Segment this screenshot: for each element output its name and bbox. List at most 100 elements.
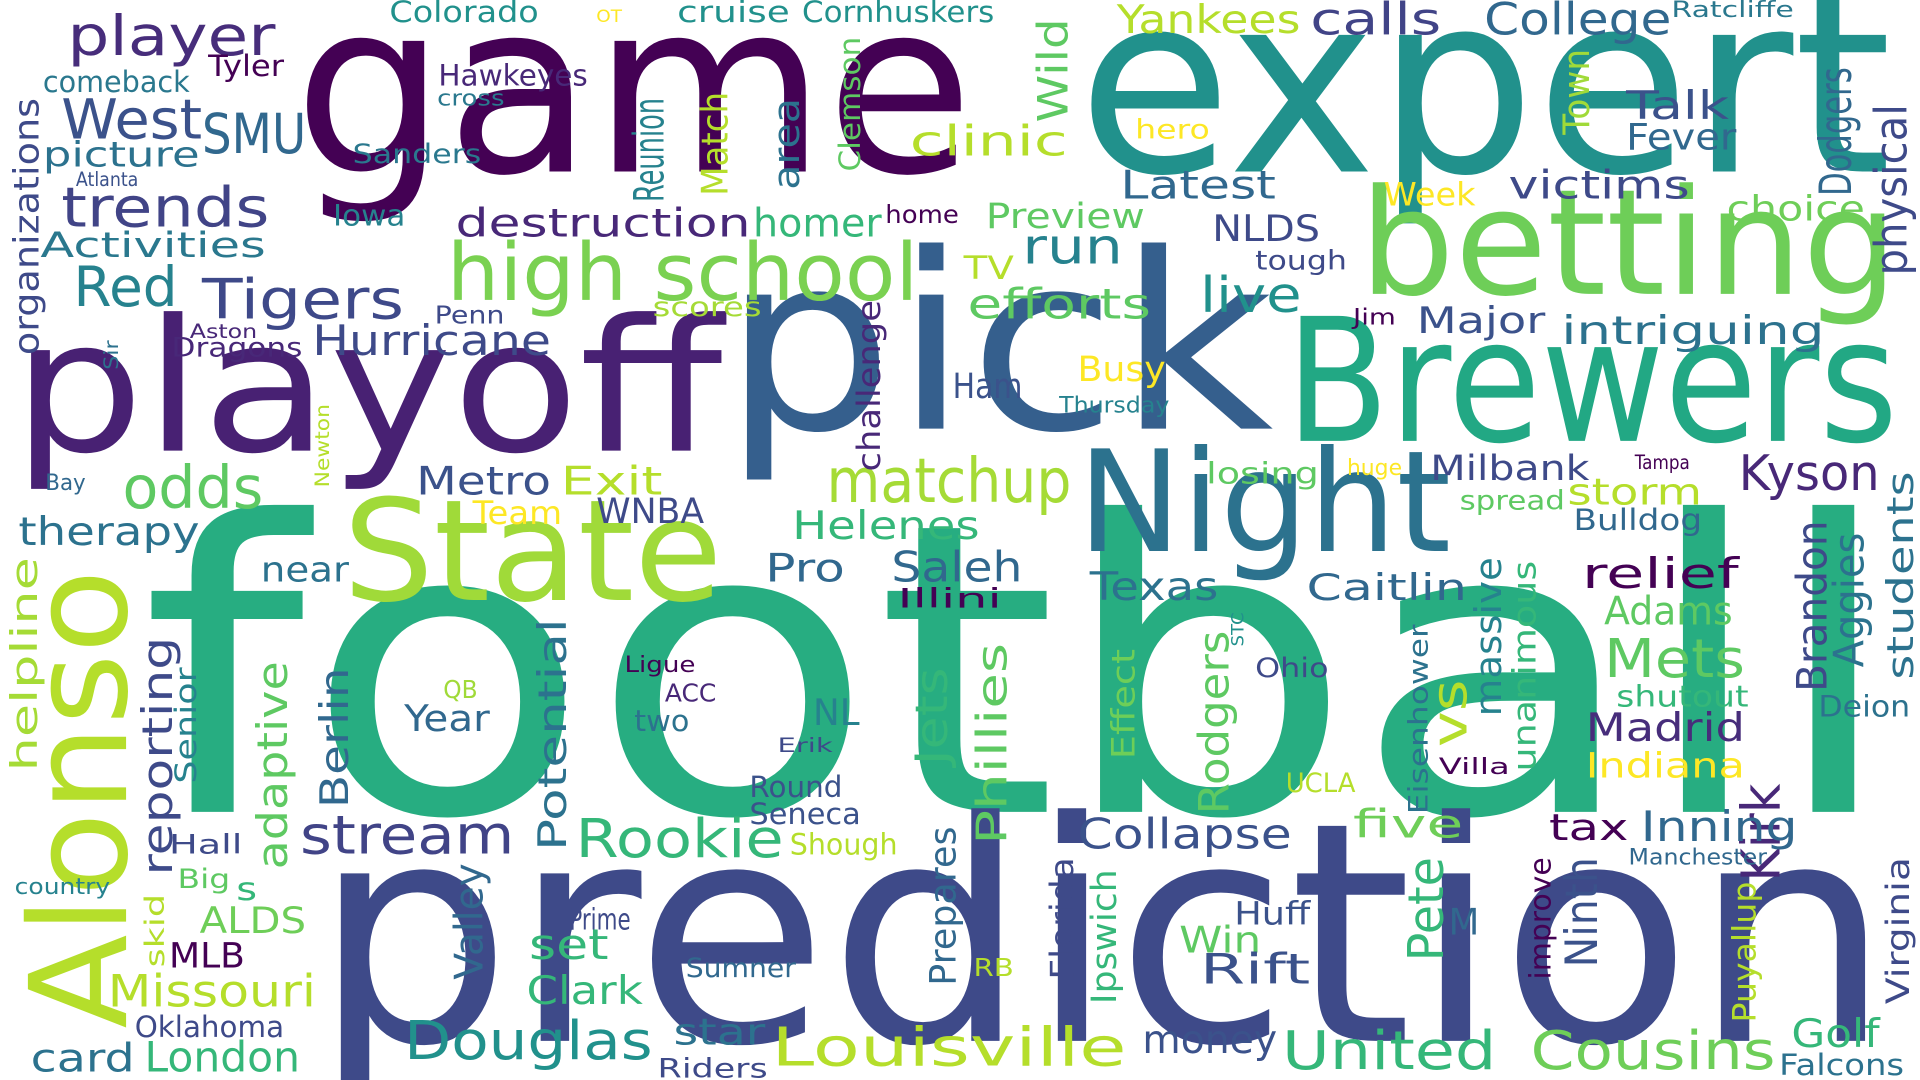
word: Atlanta bbox=[76, 168, 138, 191]
word: Major bbox=[1417, 299, 1547, 342]
word: SMU bbox=[202, 102, 306, 166]
word: NL bbox=[813, 691, 860, 734]
word: Eisenhower bbox=[1404, 623, 1435, 814]
word: QB bbox=[443, 675, 477, 704]
word: Huff bbox=[1234, 894, 1311, 932]
word: Iowa bbox=[333, 198, 405, 232]
word: odds bbox=[122, 453, 263, 522]
word: expert bbox=[1078, 0, 1892, 230]
word: scores bbox=[653, 292, 762, 323]
word: Ham bbox=[953, 367, 1023, 407]
word: Senior bbox=[169, 666, 203, 783]
word: West bbox=[61, 87, 202, 151]
word: Busy bbox=[1078, 350, 1166, 390]
word: Florida bbox=[1043, 857, 1081, 979]
word: ACC bbox=[665, 679, 716, 708]
word: calls bbox=[1310, 0, 1441, 45]
word: home bbox=[885, 200, 958, 229]
word: adaptive bbox=[248, 661, 297, 869]
word: near bbox=[261, 551, 350, 591]
word: pick bbox=[722, 202, 1273, 487]
word: Hawkeyes bbox=[438, 59, 587, 93]
word: Ohio bbox=[1255, 653, 1328, 684]
word: Talk bbox=[1625, 84, 1730, 129]
word: Oklahoma bbox=[135, 1010, 284, 1044]
word: prediction bbox=[312, 758, 1892, 1080]
word: Reunion bbox=[624, 98, 673, 202]
word: Tigers bbox=[201, 267, 404, 331]
word: STC bbox=[1229, 612, 1249, 646]
word: Activities bbox=[40, 226, 265, 266]
word: Jim bbox=[1351, 305, 1396, 330]
word: Exit bbox=[561, 460, 663, 505]
word: unanimous bbox=[1505, 561, 1543, 772]
word: Wild bbox=[1029, 18, 1078, 122]
word: United bbox=[1282, 1019, 1496, 1080]
word: Brandon bbox=[1788, 520, 1837, 691]
word: Bulldog bbox=[1573, 503, 1702, 537]
word: Seneca bbox=[749, 797, 860, 831]
word: storm bbox=[1567, 470, 1702, 513]
word: Shough bbox=[790, 828, 898, 862]
word: Team bbox=[472, 494, 562, 532]
word: Milbank bbox=[1430, 449, 1589, 489]
word: organizations bbox=[8, 98, 48, 355]
word: Kyson bbox=[1739, 445, 1880, 502]
word: victims bbox=[1509, 163, 1690, 208]
word: Jets bbox=[907, 667, 958, 769]
word: TV bbox=[962, 249, 1014, 287]
word: improve bbox=[1523, 857, 1557, 979]
word: Dodgers bbox=[1811, 67, 1862, 196]
word: Hall bbox=[169, 829, 242, 860]
word: cruise bbox=[677, 0, 790, 29]
word: Brewers bbox=[1286, 283, 1898, 482]
word: Cornhuskers bbox=[802, 0, 994, 29]
word: Bay bbox=[45, 471, 85, 496]
word: game bbox=[294, 0, 974, 228]
word: choice bbox=[1727, 189, 1865, 229]
word: run bbox=[1022, 218, 1122, 275]
word: Big bbox=[178, 864, 231, 895]
word: relief bbox=[1582, 549, 1741, 598]
word: Indiana bbox=[1586, 747, 1745, 787]
word: Ratcliffe bbox=[1671, 0, 1793, 23]
word: Missouri bbox=[108, 967, 316, 1018]
word: physical bbox=[1866, 104, 1917, 275]
word: Rodgers bbox=[1190, 631, 1239, 815]
word: hero bbox=[1135, 114, 1210, 145]
word: Pro bbox=[765, 547, 845, 592]
word: live bbox=[1200, 267, 1302, 324]
word: huge bbox=[1347, 456, 1402, 481]
word: challenge bbox=[850, 300, 888, 471]
word: therapy bbox=[18, 510, 199, 555]
word: player bbox=[67, 4, 276, 68]
word: Aston bbox=[190, 320, 257, 343]
word: Louisville bbox=[771, 1015, 1126, 1078]
word: losing bbox=[1206, 457, 1319, 491]
word: MLB bbox=[169, 936, 245, 976]
word: high school bbox=[447, 226, 918, 319]
word: Night bbox=[1078, 421, 1451, 585]
word: Preview bbox=[986, 197, 1145, 237]
word: Alonso bbox=[1, 569, 158, 1028]
word: Collapse bbox=[1078, 810, 1292, 859]
word: Ligue bbox=[624, 653, 695, 678]
word: skid bbox=[140, 894, 171, 967]
word: WNBA bbox=[596, 492, 704, 532]
word: playoff bbox=[12, 282, 727, 495]
word: OT bbox=[596, 7, 622, 27]
word: Effect bbox=[1104, 649, 1142, 759]
word: Virginia bbox=[1879, 857, 1917, 1004]
word: set bbox=[529, 920, 609, 969]
word: Dragons bbox=[171, 332, 302, 363]
word: Caitlin bbox=[1307, 566, 1467, 609]
word: massive bbox=[1467, 557, 1510, 716]
word: Latest bbox=[1120, 163, 1276, 208]
word: destruction bbox=[456, 201, 751, 246]
word: trends bbox=[61, 176, 269, 240]
word: Yankees bbox=[1116, 0, 1301, 43]
word: Tyler bbox=[207, 49, 285, 83]
word: clinic bbox=[910, 117, 1068, 166]
word: Round bbox=[749, 770, 842, 804]
